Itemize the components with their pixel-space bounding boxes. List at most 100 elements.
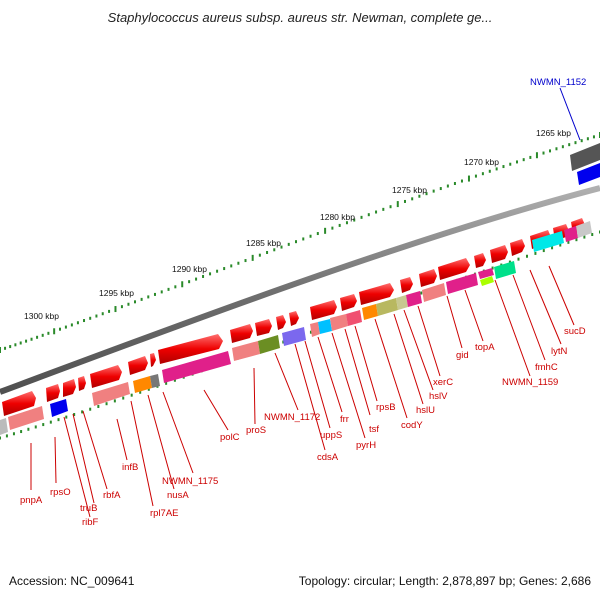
gene-arrow[interactable] <box>2 391 36 416</box>
gene-block[interactable] <box>258 335 280 354</box>
gene-arrow[interactable] <box>276 315 286 330</box>
gene-block[interactable] <box>532 231 564 252</box>
gene-arrow[interactable] <box>230 324 253 343</box>
gene-label-nwmn-1159[interactable]: NWMN_1159 <box>502 377 558 388</box>
gene-label-hslv[interactable]: hslV <box>429 391 448 402</box>
gene-block[interactable] <box>576 221 592 238</box>
tick-mark <box>81 410 84 414</box>
gene-label-rpsb[interactable]: rpsB <box>376 402 396 413</box>
gene-block[interactable] <box>133 376 152 393</box>
gene-block[interactable] <box>0 418 8 435</box>
tick-mark <box>367 213 370 217</box>
gene-block[interactable] <box>310 322 320 337</box>
gene-block[interactable] <box>494 261 516 279</box>
tick-mark <box>453 182 456 186</box>
gene-block[interactable] <box>318 319 332 334</box>
tick-mark <box>120 305 123 309</box>
gene-block[interactable] <box>8 406 44 430</box>
gene-label-rpl7ae[interactable]: rpl7AE <box>150 508 179 519</box>
gene-label-nwmn-1172[interactable]: NWMN_1172 <box>264 412 320 423</box>
tick-mark <box>389 205 392 209</box>
gene-label-gid[interactable]: gid <box>456 350 469 361</box>
scale-label-1285: 1285 kbp <box>246 238 281 248</box>
gene-label-xerc[interactable]: xerC <box>433 377 453 388</box>
gene-arrow[interactable] <box>510 239 525 256</box>
gene-arrow[interactable] <box>400 277 413 293</box>
gene-label-upps[interactable]: uppS <box>320 430 342 441</box>
gene-arrow[interactable] <box>340 294 357 311</box>
gene-label-fmhc[interactable]: fmhC <box>535 362 558 373</box>
gene-label-frr[interactable]: frr <box>340 414 349 425</box>
tick-mark <box>188 280 191 284</box>
gene-block[interactable] <box>282 327 306 346</box>
gene-block[interactable] <box>564 226 578 242</box>
gene-block[interactable] <box>330 314 348 331</box>
gene-block[interactable] <box>396 295 408 310</box>
tick-mark <box>147 295 150 299</box>
gene-label-hslu[interactable]: hslU <box>416 405 435 416</box>
tick-mark <box>53 328 56 335</box>
gene-label-sucd[interactable]: sucD <box>564 326 586 337</box>
gene-block-nwmn-1152[interactable] <box>570 143 600 185</box>
gene-block[interactable] <box>150 374 160 388</box>
gene-block[interactable] <box>406 291 422 307</box>
gene-label-cody[interactable]: codY <box>401 420 423 431</box>
gene-label-nwmn-1152[interactable]: NWMN_1152 <box>530 77 586 88</box>
gene-arrow[interactable] <box>128 356 148 375</box>
gene-arrow[interactable] <box>310 300 337 320</box>
gene-block[interactable] <box>50 399 68 417</box>
gene-label-pyrh[interactable]: pyrH <box>356 440 376 451</box>
tick-mark <box>282 340 285 344</box>
gene-block[interactable] <box>346 310 362 326</box>
gene-arrow[interactable] <box>490 245 508 263</box>
gene-block[interactable] <box>232 341 260 361</box>
gene-label-trub[interactable]: truB <box>80 503 97 514</box>
gene-block[interactable] <box>480 276 494 286</box>
gene-arrow[interactable] <box>255 319 272 336</box>
gene-block[interactable] <box>446 273 478 294</box>
tick-mark <box>130 393 133 397</box>
gene-arrow[interactable] <box>419 269 437 287</box>
tick-mark <box>0 347 1 353</box>
gene-label-nwmn-1175[interactable]: NWMN_1175 <box>162 476 218 487</box>
gene-arrow[interactable] <box>359 283 394 305</box>
tick-mark <box>467 175 470 182</box>
gene-label-pros[interactable]: proS <box>246 425 266 436</box>
gene-arrow[interactable] <box>46 384 60 402</box>
gene-label-infb[interactable]: infB <box>122 462 138 473</box>
tick-mark <box>127 302 130 306</box>
gene-label-nusa[interactable]: nusA <box>167 490 189 501</box>
gene-label-lytn[interactable]: lytN <box>551 346 568 357</box>
tick-mark <box>70 323 73 327</box>
gene-label-rbfa[interactable]: rbfA <box>103 490 121 501</box>
label-leader-lines <box>30 87 581 518</box>
gene-label-tsf[interactable]: tsf <box>369 424 379 435</box>
gene-arrow[interactable] <box>289 311 299 326</box>
gene-block[interactable] <box>92 382 130 406</box>
gene-label-pnpa[interactable]: pnpA <box>20 495 43 506</box>
gene-block[interactable] <box>422 283 446 302</box>
tick-mark <box>551 246 554 250</box>
tick-mark <box>403 199 406 203</box>
gene-arrow[interactable] <box>90 365 122 388</box>
gene-arrow[interactable] <box>78 376 86 391</box>
scale-label-1270: 1270 kbp <box>464 157 499 167</box>
gene-label-topa[interactable]: topA <box>475 342 495 353</box>
genome-backbone <box>0 185 600 395</box>
gene-arrow[interactable] <box>474 253 486 268</box>
gene-label-rpso[interactable]: rpsO <box>50 487 71 498</box>
tick-mark <box>568 143 571 147</box>
tick-mark <box>411 197 414 201</box>
gene-label-cdsa[interactable]: cdsA <box>317 452 339 463</box>
gene-block[interactable] <box>478 268 494 279</box>
gene-arrow[interactable] <box>63 379 76 397</box>
gene-block[interactable] <box>376 298 398 316</box>
gene-arrow[interactable] <box>150 353 156 367</box>
gene-arrow[interactable] <box>158 334 223 364</box>
gene-label-polc[interactable]: polC <box>220 432 240 443</box>
tick-mark <box>101 312 104 316</box>
gene-block[interactable] <box>362 304 378 320</box>
gene-block[interactable] <box>162 351 231 383</box>
gene-label-ribf[interactable]: ribF <box>82 517 99 528</box>
gene-arrow[interactable] <box>438 258 470 280</box>
